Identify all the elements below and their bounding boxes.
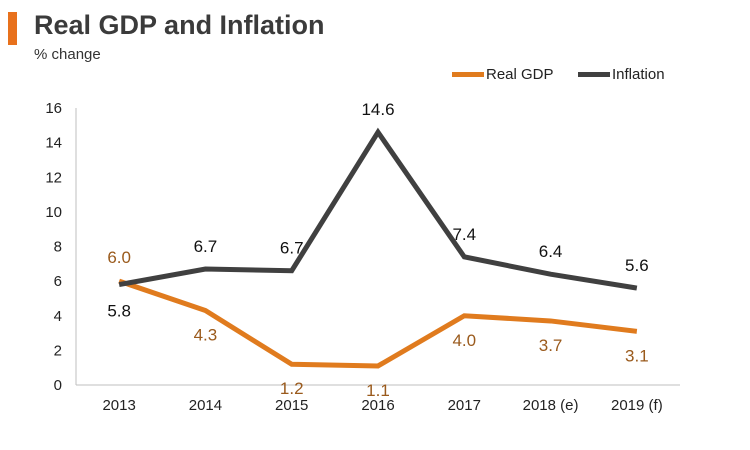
data-label-inflation: 6.7: [194, 237, 218, 256]
y-tick-label: 2: [54, 342, 62, 359]
data-label-real-gdp: 6.0: [107, 248, 131, 267]
data-label-inflation: 5.6: [625, 256, 649, 275]
x-tick-label: 2013: [102, 397, 135, 414]
y-tick-label: 0: [54, 377, 62, 394]
data-label-inflation: 7.4: [452, 225, 476, 244]
x-tick-label: 2017: [448, 397, 481, 414]
x-tick-label: 2014: [189, 397, 222, 414]
legend-item-real-gdp: Real GDP: [452, 66, 554, 83]
data-label-inflation: 6.7: [280, 239, 304, 258]
x-tick-label: 2019 (f): [611, 397, 663, 414]
legend-swatch-inflation: [578, 72, 610, 77]
y-tick-label: 12: [45, 169, 62, 186]
y-tick-label: 4: [54, 308, 62, 325]
title-accent-bar: [8, 12, 17, 45]
y-tick-label: 10: [45, 204, 62, 221]
legend-label-inflation: Inflation: [612, 66, 665, 83]
y-tick-label: 16: [45, 100, 62, 117]
legend-item-inflation: Inflation: [578, 66, 665, 83]
series-line-real-gdp: [118, 278, 638, 369]
data-label-inflation: 5.8: [107, 302, 131, 321]
legend-label-real-gdp: Real GDP: [486, 66, 554, 83]
x-tick-label: 2018 (e): [523, 397, 579, 414]
legend-swatch-real-gdp: [452, 72, 484, 77]
data-label-real-gdp: 4.3: [194, 326, 218, 345]
data-label-real-gdp: 1.2: [280, 379, 304, 398]
chart-title: Real GDP and Inflation: [34, 10, 325, 40]
x-tick-label: 2015: [275, 397, 308, 414]
data-label-inflation: 14.6: [361, 100, 394, 119]
data-label-real-gdp: 1.1: [366, 381, 390, 400]
x-tick-label: 2016: [361, 397, 394, 414]
data-label-real-gdp: 3.7: [539, 336, 563, 355]
data-label-real-gdp: 3.1: [625, 346, 649, 365]
y-tick-label: 6: [54, 273, 62, 290]
data-label-inflation: 6.4: [539, 242, 563, 261]
y-tick-label: 8: [54, 239, 62, 256]
chart-subtitle: % change: [34, 46, 101, 63]
series-line-inflation: [118, 127, 638, 291]
y-tick-label: 14: [45, 135, 62, 152]
data-label-real-gdp: 4.0: [452, 331, 476, 350]
